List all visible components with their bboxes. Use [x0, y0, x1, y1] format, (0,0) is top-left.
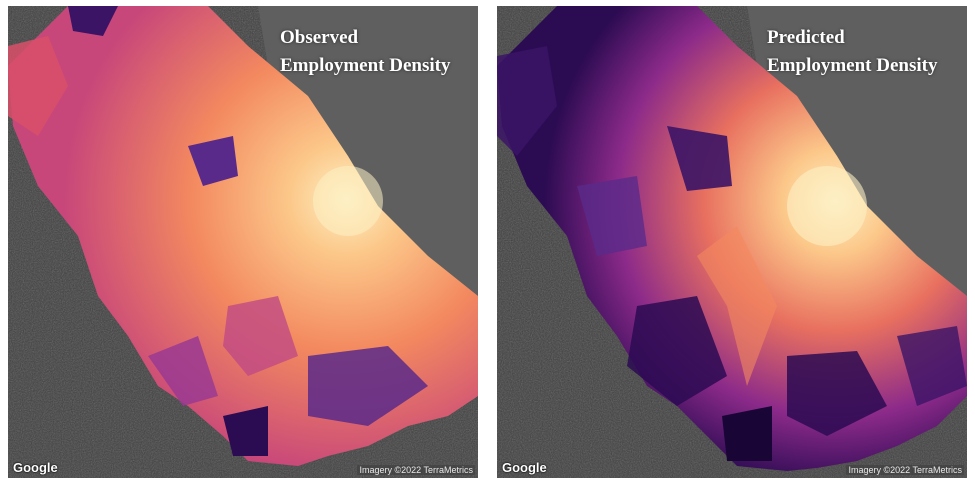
google-logo[interactable]: Google [502, 460, 547, 475]
predicted-title: Predicted Employment Density [767, 24, 937, 80]
density-patch [722, 406, 772, 461]
density-patch [223, 296, 298, 376]
density-hotspot [787, 166, 867, 246]
title-line-2: Employment Density [767, 55, 938, 76]
title-line-2: Employment Density [280, 55, 451, 76]
density-corridor [697, 226, 777, 386]
density-patch [148, 336, 218, 406]
density-patch [787, 351, 887, 436]
density-patch [223, 406, 268, 456]
density-patch [577, 176, 647, 256]
density-patch [667, 126, 732, 191]
imagery-credit: Imagery ©2022 TerraMetrics [357, 465, 475, 475]
predicted-map-panel[interactable]: Predicted Employment Density Google Imag… [497, 6, 967, 478]
density-patch [8, 36, 68, 136]
density-patch [68, 6, 118, 36]
density-patch [897, 326, 967, 406]
observed-map-panel[interactable]: Observed Employment Density Google Image… [8, 6, 478, 478]
density-patch [497, 46, 557, 156]
density-patch [308, 346, 428, 426]
density-patch [627, 296, 727, 406]
river-water [258, 6, 478, 306]
density-patch [188, 136, 238, 186]
google-logo[interactable]: Google [13, 460, 58, 475]
title-line-1: Observed [280, 27, 359, 48]
imagery-credit: Imagery ©2022 TerraMetrics [846, 465, 964, 475]
river-water [747, 6, 967, 306]
observed-title: Observed Employment Density [280, 24, 450, 80]
predicted-map [497, 6, 967, 478]
title-line-1: Predicted [767, 27, 845, 48]
density-hotspot [313, 166, 383, 236]
observed-map [8, 6, 478, 478]
